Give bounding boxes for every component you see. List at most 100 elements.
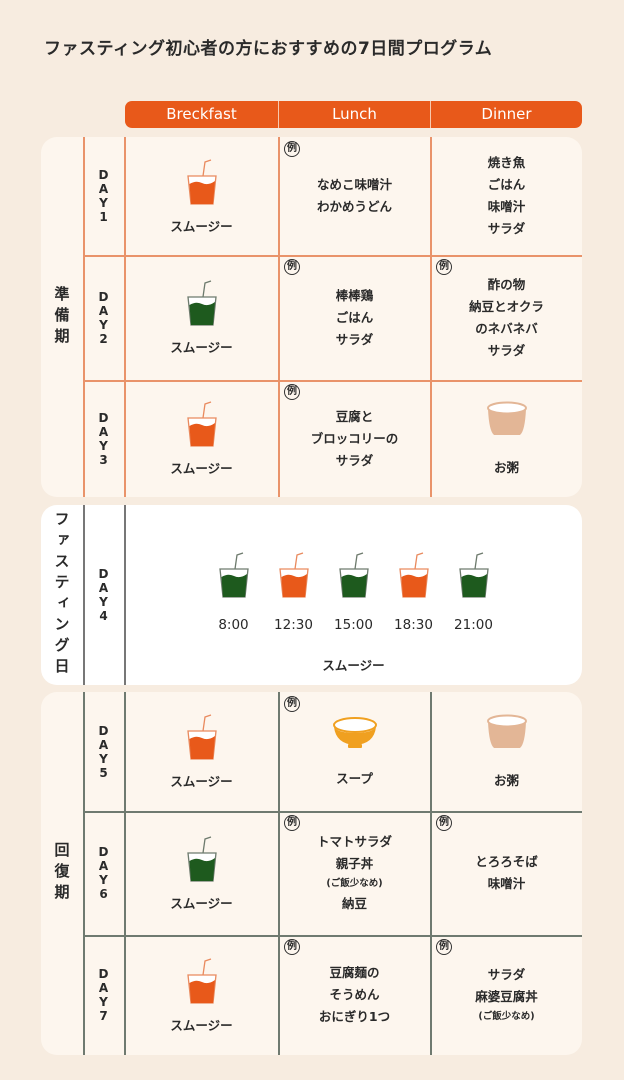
cell-lunch: 例スープ	[279, 692, 430, 811]
meal-item: 納豆	[341, 896, 367, 911]
day-text: DAY3	[96, 410, 111, 467]
day-text: DAY2	[96, 289, 111, 346]
meal-header-bar: Breckfast Lunch Dinner	[125, 101, 582, 128]
meal-item: ブロッコリーの	[310, 430, 399, 446]
example-badge: 例	[284, 815, 300, 831]
cell-dinner: 例酢の物 納豆とオクラ のネバネバ サラダ	[431, 255, 582, 380]
meal-item: 味噌汁	[487, 876, 526, 891]
cell-dinner: お粥	[431, 380, 582, 497]
meal-item: サラダ	[335, 452, 374, 468]
meal-item: サラダ	[487, 342, 526, 358]
meal-item: 豆腐と	[335, 408, 374, 424]
meal-item: サラダ	[487, 967, 526, 982]
cell-breakfast: スムージー	[125, 255, 278, 380]
meal-label: スムージー	[170, 340, 233, 355]
row-divider	[83, 935, 582, 937]
smoothie-cup-icon	[186, 279, 218, 331]
meal-item: サラダ	[487, 221, 526, 236]
cell-breakfast: スムージー	[125, 380, 278, 497]
cell-lunch: 例豆腐麺の そうめん おにぎり1つ	[279, 935, 430, 1055]
meal-item: 味噌汁	[487, 199, 526, 214]
meal-label: スムージー	[170, 774, 233, 789]
day-text: DAY7	[96, 967, 111, 1023]
meal-label: スープ	[336, 771, 373, 786]
meal-label: スムージー	[322, 658, 385, 673]
meal-lines: なめこ味噌汁 わかめうどん	[317, 174, 392, 218]
fasting-smoothies: 8:00 12:30 15:00 18:30 21:00 スムージー	[125, 537, 582, 673]
divider	[278, 692, 280, 1055]
soup-bowl-icon	[332, 716, 378, 754]
smoothie-cup-icon	[186, 158, 218, 210]
smoothie-cup-icon	[458, 551, 490, 603]
okayu-bowl-icon	[486, 401, 528, 443]
smoothie-time-item: 15:00	[324, 537, 384, 633]
okayu-bowl-icon	[486, 714, 528, 756]
smoothie-cup-icon	[186, 835, 218, 887]
example-badge: 例	[284, 384, 300, 400]
day-text: DAY4	[96, 567, 111, 623]
page-title: ファスティング初心者の方におすすめの7日間プログラム	[44, 39, 493, 59]
divider	[278, 137, 280, 497]
example-badge: 例	[284, 141, 300, 157]
meal-item: とろろそば	[475, 854, 538, 869]
meal-lines: とろろそば 味噌汁	[475, 851, 538, 895]
meal-item: 納豆とオクラ	[469, 298, 544, 314]
divider	[83, 137, 85, 497]
divider	[83, 692, 85, 1055]
meal-item: 麻婆豆腐丼	[475, 989, 538, 1004]
day-label: DAY2	[83, 255, 124, 380]
smoothie-cup-icon	[186, 957, 218, 1009]
smoothie-time-item: 12:30	[264, 537, 324, 633]
cell-dinner: 焼き魚 ごはん 味噌汁 サラダ	[431, 137, 582, 255]
smoothie-cup-icon	[186, 400, 218, 452]
meal-item: トマトサラダ	[316, 834, 392, 849]
smoothie-time-item: 8:00	[204, 537, 264, 633]
phase-label: ファスティング日	[41, 505, 83, 685]
cell-breakfast: スムージー	[125, 811, 278, 935]
smoothie-cup-icon	[398, 551, 430, 603]
meal-item: 酢の物	[487, 276, 526, 292]
example-badge: 例	[284, 939, 300, 955]
phase-text: 準備期	[52, 285, 71, 349]
meal-item: 豆腐麺の	[329, 965, 380, 980]
time-label: 18:30	[394, 617, 433, 633]
meal-lines: サラダ 麻婆豆腐丼 (ご飯少なめ)	[475, 964, 538, 1026]
smoothie-cup-icon	[278, 551, 310, 603]
smoothie-cup-icon	[186, 713, 218, 765]
phase-label: 準備期	[41, 137, 83, 497]
day-label: DAY4	[83, 505, 124, 685]
prep-section: 準備期 DAY1 スムージー例なめこ味噌汁 わかめうどん 焼き魚 ごはん 味噌汁 サラダ DAY…	[41, 137, 582, 497]
row-divider	[83, 811, 582, 813]
time-label: 12:30	[274, 617, 313, 633]
row-divider	[83, 380, 582, 382]
day-label: DAY7	[83, 935, 124, 1055]
cell-lunch: 例棒棒鶏 ごはん サラダ	[279, 255, 430, 380]
phase-label: 回復期	[41, 692, 83, 1055]
meal-item: わかめうどん	[316, 199, 392, 214]
day-label: DAY3	[83, 380, 124, 497]
day-text: DAY6	[96, 845, 111, 901]
meal-label: お粥	[493, 460, 519, 475]
column-breakfast: Breckfast	[166, 105, 237, 123]
cell-lunch: 例トマトサラダ 親子丼 (ご飯少なめ) 納豆	[279, 811, 430, 935]
phase-text: ファスティング日	[52, 511, 71, 679]
divider	[430, 692, 432, 1055]
divider	[124, 137, 126, 497]
meal-item: サラダ	[335, 331, 374, 347]
cell-lunch: 例豆腐とブロッコリーの サラダ	[279, 380, 430, 497]
cell-breakfast: スムージー	[125, 935, 278, 1055]
meal-label: お粥	[493, 773, 519, 788]
meal-item: 焼き魚	[487, 155, 526, 170]
meal-item: 親子丼	[335, 856, 374, 871]
day-text: DAY5	[96, 723, 111, 780]
meal-lines: 豆腐とブロッコリーの サラダ	[311, 406, 399, 472]
meal-item: (ご飯少なめ)	[326, 878, 383, 889]
recovery-section: 回復期 DAY5 スムージー例スープ お粥 DAY6 スムージー例トマトサラダ 親子丼 (ご飯…	[41, 692, 582, 1055]
example-badge: 例	[284, 259, 300, 275]
cell-lunch: 例なめこ味噌汁 わかめうどん	[279, 137, 430, 255]
day-text: DAY1	[96, 168, 111, 224]
example-badge: 例	[436, 815, 452, 831]
cell-dinner: 例とろろそば味噌汁	[431, 811, 582, 935]
divider	[124, 505, 126, 685]
fasting-section: ファスティング日 DAY4 8:00 12:30 15:00 18:30 21:00 スムージ…	[41, 505, 582, 685]
